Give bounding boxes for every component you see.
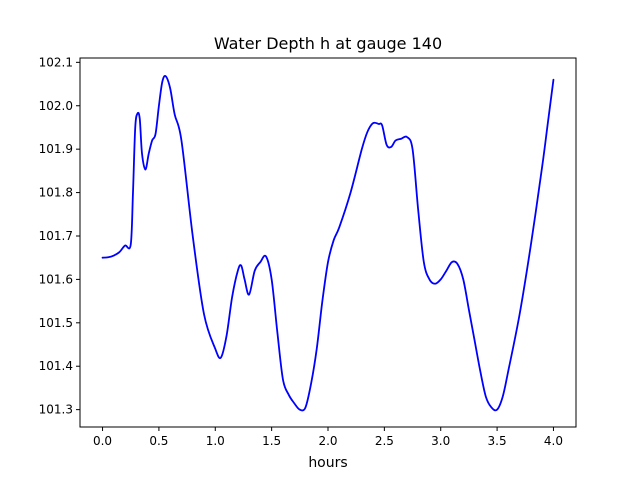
x-tick-label: 0.0 <box>93 434 112 448</box>
y-tick-label: 101.4 <box>39 359 73 373</box>
y-tick-label: 102.0 <box>39 99 73 113</box>
x-tick-label: 1.5 <box>262 434 281 448</box>
y-tick-label: 101.6 <box>39 272 73 286</box>
y-axis: 101.3 101.4 101.5 101.6 101.7 101.8 101.9 102.0… <box>39 55 80 417</box>
plot-frame <box>79 57 577 428</box>
x-tick-label: 0.5 <box>149 434 168 448</box>
x-tick-label: 3.0 <box>431 434 450 448</box>
x-axis-label: hours <box>308 455 347 471</box>
x-tick-label: 4.0 <box>544 434 563 448</box>
series-line <box>101 75 555 412</box>
series-layer <box>101 75 555 412</box>
y-tick-label: 101.3 <box>39 403 73 417</box>
y-tick-label: 101.9 <box>39 142 73 156</box>
y-tick-label: 101.5 <box>39 316 73 330</box>
x-tick-label: 2.5 <box>375 434 394 448</box>
x-tick-label: 3.5 <box>488 434 507 448</box>
chart-title: Water Depth h at gauge 140 <box>214 34 442 53</box>
x-tick-label: 1.0 <box>206 434 225 448</box>
y-tick-label: 101.8 <box>39 186 73 200</box>
x-tick-label: 2.0 <box>318 434 337 448</box>
y-tick-label: 102.1 <box>39 55 73 69</box>
y-tick-label: 101.7 <box>39 229 73 243</box>
x-axis: 0.0 0.5 1.0 1.5 2.0 2.5 3.0 3.5 4.0 <box>93 427 563 448</box>
